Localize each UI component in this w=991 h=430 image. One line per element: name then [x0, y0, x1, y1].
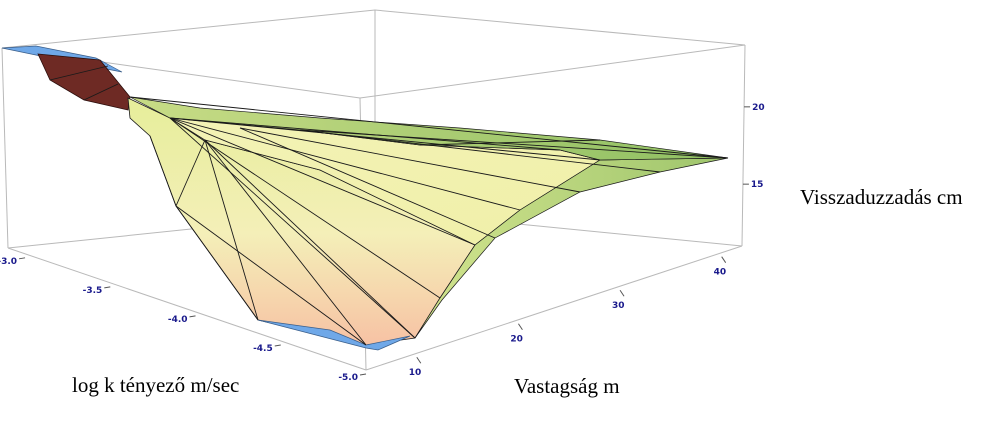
surface-dark-face: [37, 53, 131, 111]
x-tick-4-mark: [359, 373, 367, 376]
z-tick-1: 20: [752, 103, 765, 113]
x-tick-4: -5.0: [338, 373, 358, 383]
x-tick-3: -4.5: [253, 344, 273, 354]
x-tick-2: -4.0: [168, 315, 188, 325]
x-tick-2-mark: [189, 315, 196, 318]
y-tick-1-mark: [518, 323, 523, 331]
x-axis-label: log k tényező m/sec: [72, 373, 239, 397]
y-tick-2-mark: [619, 289, 625, 297]
x-tick-1-mark: [104, 286, 111, 289]
y-tick-1: 20: [510, 335, 523, 345]
x-axis-ticks: -3.0 -3.5 -4.0 -4.5 -5.0: [0, 257, 367, 383]
surface: [1, 45, 729, 351]
z-axis-label: Visszaduzzadás cm: [800, 185, 963, 209]
y-tick-2: 30: [612, 301, 625, 311]
x-tick-1: -3.5: [83, 286, 103, 296]
y-tick-3: 40: [714, 268, 727, 278]
y-tick-0-mark: [416, 356, 422, 364]
x-tick-0-mark: [18, 257, 26, 260]
surface-underside-bottom: [257, 319, 411, 351]
z-tick-0: 15: [751, 180, 764, 190]
y-tick-3-mark: [721, 256, 727, 263]
surface-top-face: [129, 96, 729, 161]
y-tick-0: 10: [409, 368, 422, 378]
x-tick-3-mark: [274, 344, 281, 347]
x-tick-0: -3.0: [0, 257, 17, 267]
y-axis-label: Vastagság m: [514, 374, 620, 398]
y-axis-ticks: 10 20 30 40: [409, 256, 727, 378]
surface-mesh-lines: [129, 96, 729, 346]
